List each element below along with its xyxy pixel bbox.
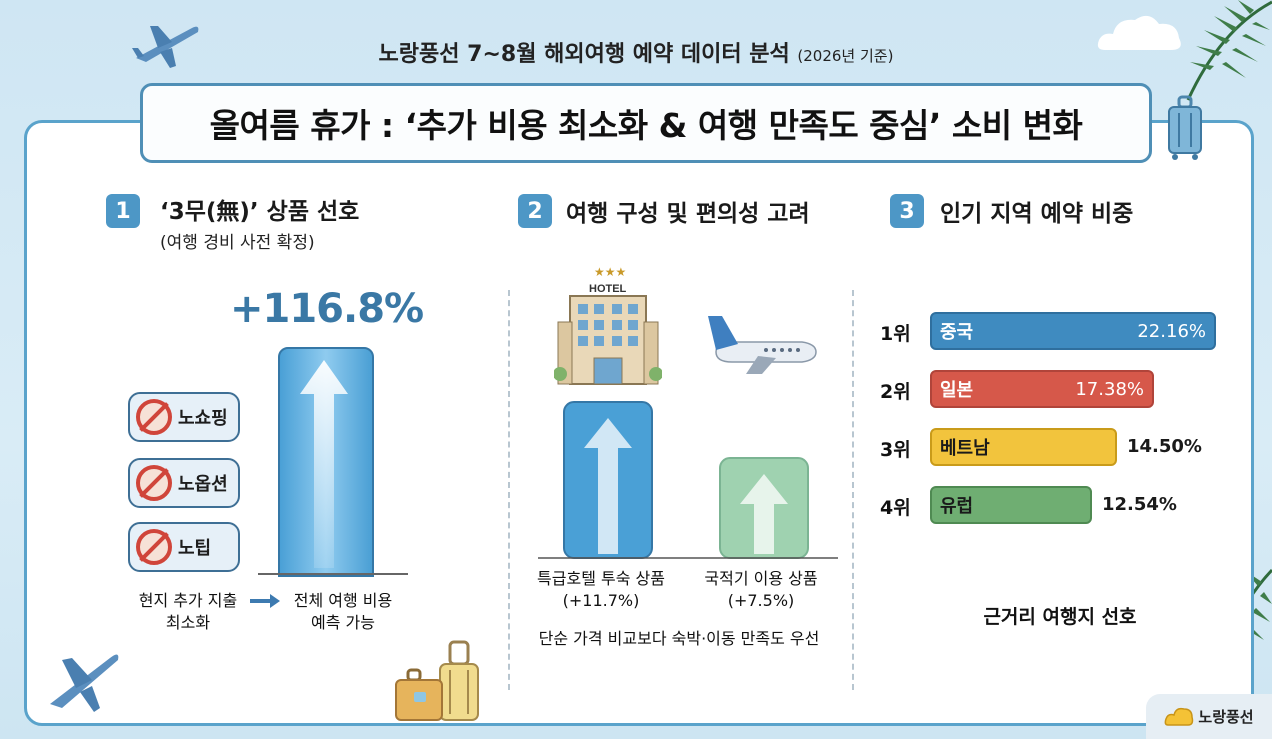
section1-caption-left: 현지 추가 지출 최소화 [128,590,248,634]
bar1-label: 특급호텔 투숙 상품 [537,569,665,588]
rank-label: 1위 [880,323,911,345]
up-arrow-icon [584,418,632,554]
region-bar: 중국 22.16% [930,312,1216,350]
region-value: 17.38% [1075,378,1144,400]
airplane-icon [50,654,119,712]
section1-stat: +116.8% [230,286,424,332]
section2-bar-1 [563,401,653,559]
no-tip-badge: 노팁 [128,522,240,572]
up-arrow-icon [740,474,788,554]
section1-caption-right: 전체 여행 비용 예측 가능 [278,590,408,634]
no-tip-label: 노팁 [178,538,212,559]
region-value: 22.16% [1137,320,1206,342]
bar1-value: (+11.7%) [562,591,640,610]
airplane-icon [708,316,817,374]
right-arrow-icon [250,594,280,608]
region-value: 14.50% [1127,436,1202,457]
suitcase-icon [1168,95,1202,160]
section1-subtitle: (여행 경비 사전 확정) [160,233,315,253]
section3-title: 인기 지역 예약 비중 [940,201,1134,227]
bar2-label: 국적기 이용 상품 [704,569,818,588]
brand-badge: 노랑풍선 [1146,694,1272,739]
section1-number: 1 [106,194,140,228]
region-bar: 유럽 [930,486,1092,524]
rank-label: 4위 [880,497,911,519]
section1-title: ‘3무(無)’ 상품 선호 [160,199,360,225]
region-name: 중국 [940,322,974,343]
svg-text:★★★: ★★★ [594,265,626,279]
divider [852,290,854,690]
section2-footer: 단순 가격 비교보다 숙박·이동 만족도 우선 [538,629,820,648]
no-shopping-badge: 노쇼핑 [128,392,240,442]
section2-bar1-caption: 특급호텔 투숙 상품 (+11.7%) [526,568,676,612]
section2-bar2-caption: 국적기 이용 상품 (+7.5%) [686,568,836,612]
caption-right-line1: 전체 여행 비용 [293,591,393,610]
section1-baseline [258,573,408,575]
section3-footer: 근거리 여행지 선호 [983,606,1137,628]
section3-number: 3 [890,194,924,228]
caption-right-line2: 예측 가능 [311,613,375,632]
no-option-badge: 노옵션 [128,458,240,508]
main-title-text: 올여름 휴가 : ‘추가 비용 최소화 & 여행 만족도 중심’ 소비 변화 [209,106,1083,145]
up-arrow-icon [300,360,348,568]
no-tip-bell-icon [136,529,172,565]
region-name: 베트남 [940,438,990,459]
cloud-icon [1097,15,1181,50]
top-title-year: (2026년 기준) [797,47,894,65]
palm-leaf-icon [1186,0,1272,101]
rank-label: 2위 [880,381,911,403]
balloon-logo-icon [1164,707,1194,726]
section2-chart [538,401,838,559]
caption-left-line1: 현지 추가 지출 [138,591,238,610]
section2-number: 2 [518,194,552,228]
main-title: 올여름 휴가 : ‘추가 비용 최소화 & 여행 만족도 중심’ 소비 변화 [140,83,1152,163]
region-name: 일본 [940,380,974,401]
caption-left-line2: 최소화 [165,613,211,632]
region-name: 유럽 [940,496,974,517]
rank-chart: 1위 중국 22.16% 2위 일본 17.38% 3위 베트남 14.50% 4위 유럽 12.54… [880,304,1220,544]
no-shopping-label: 노쇼핑 [178,408,228,429]
hotel-building-icon: ★★★ HOTEL [554,265,662,385]
no-option-label: 노옵션 [178,474,228,495]
hotel-sign: HOTEL [589,283,627,295]
region-bar: 베트남 [930,428,1117,466]
no-option-ticket-icon [136,465,172,501]
airplane-icon [132,26,199,68]
no-shopping-bag-icon [136,399,172,435]
divider [508,290,510,690]
rank-label: 3위 [880,439,911,461]
luggage-icon [395,640,479,721]
top-title-text: 노랑풍선 7~8월 해외여행 예약 데이터 분석 [378,42,790,67]
region-bar: 일본 17.38% [930,370,1154,408]
top-title: 노랑풍선 7~8월 해외여행 예약 데이터 분석 (2026년 기준) [0,36,1272,68]
section2-title: 여행 구성 및 편의성 고려 [566,201,810,227]
brand-name: 노랑풍선 [1198,708,1254,726]
section2-bar-2 [719,457,809,559]
bar2-value: (+7.5%) [727,591,795,610]
region-value: 12.54% [1102,494,1177,515]
